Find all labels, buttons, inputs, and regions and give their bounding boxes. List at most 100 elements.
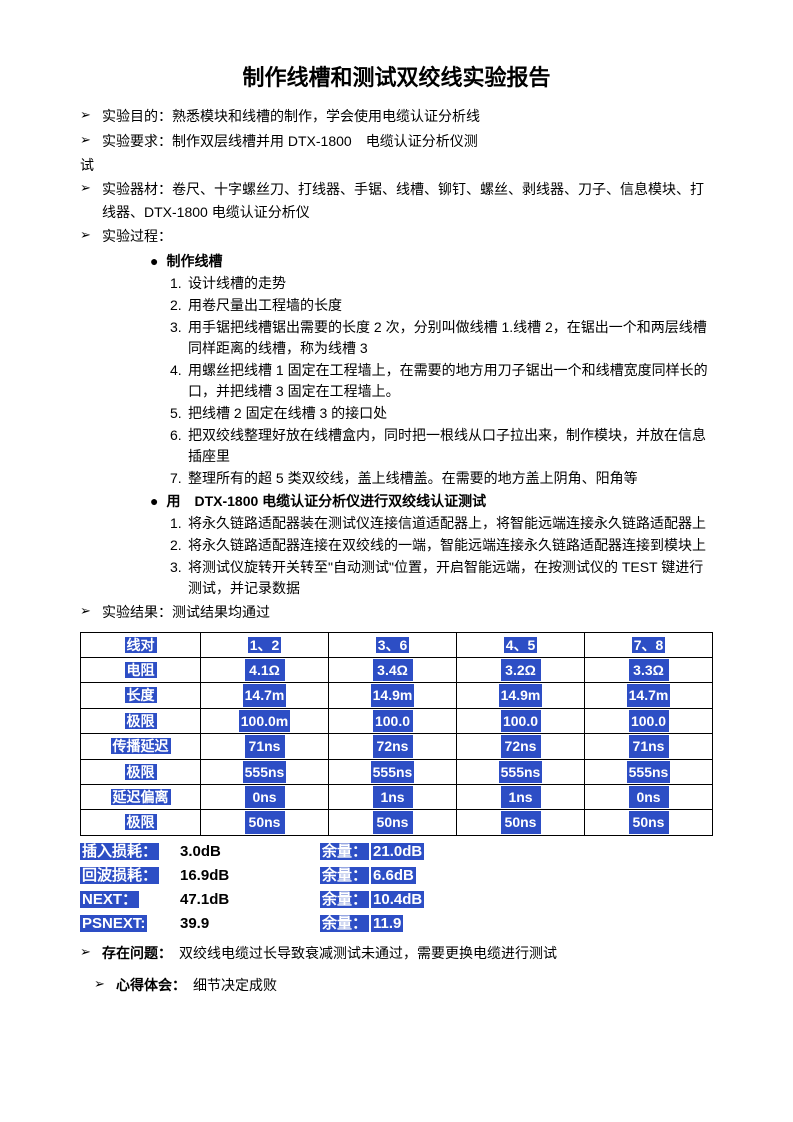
- chevron-icon: ➢: [80, 942, 94, 963]
- col-header-2: 4、5: [504, 637, 538, 653]
- loss-label: 回波损耗：: [80, 867, 159, 884]
- page-title: 制作线槽和测试双绞线实验报告: [80, 60, 713, 95]
- cell: 50ns: [501, 811, 541, 833]
- loss-margin-value: 10.4dB: [371, 891, 424, 908]
- section1-title: ● 制作线槽: [150, 250, 713, 272]
- table-row: 长度 14.7m 14.9m 14.9m 14.7m: [81, 683, 713, 708]
- section2-title: ● 用 DTX-1800 电缆认证分析仪进行双绞线认证测试: [150, 490, 713, 512]
- cell: 14.9m: [499, 684, 543, 706]
- results-label: 实验结果：: [102, 604, 172, 620]
- table-row: 极限 50ns 50ns 50ns 50ns: [81, 810, 713, 835]
- chevron-icon: ➢: [94, 974, 108, 995]
- row-label-3: 极限: [125, 713, 157, 729]
- loss-line-next: NEXT： 47.1dB 余量： 10.4dB: [80, 888, 713, 912]
- equipment-label: 实验器材：: [102, 181, 172, 197]
- table-row: 极限 555ns 555ns 555ns 555ns: [81, 759, 713, 784]
- loss-margin-value: 6.6dB: [371, 867, 416, 884]
- cell: 4.1Ω: [245, 659, 285, 681]
- step1-1: 设计线槽的走势: [188, 273, 713, 294]
- table-row: 延迟偏离 0ns 1ns 1ns 0ns: [81, 785, 713, 810]
- loss-margin-label: 余量：: [320, 891, 369, 908]
- loss-line-insertion: 插入损耗： 3.0dB 余量： 21.0dB: [80, 840, 713, 864]
- losses-block: 插入损耗： 3.0dB 余量： 21.0dB 回波损耗： 16.9dB 余量： …: [80, 840, 713, 936]
- results-table: 线对 1、2 3、6 4、5 7、8 电阻 4.1Ω 3.4Ω 3.2Ω 3.3…: [80, 632, 713, 836]
- step1-3: 用手锯把线槽锯出需要的长度 2 次，分别叫做线槽 1.线槽 2，在锯出一个和两层…: [188, 317, 713, 359]
- row-label-1: 电阻: [125, 662, 157, 678]
- row-label-4: 传播延迟: [111, 738, 171, 754]
- step2-3: 将测试仪旋转开关转至"自动测试"位置，开启智能远端，在按测试仪的 TEST 键进…: [188, 557, 713, 599]
- cell: 14.7m: [243, 684, 287, 706]
- purpose-line: ➢ 实验目的：熟悉模块和线槽的制作，学会使用电缆认证分析线: [80, 105, 713, 127]
- loss-label: NEXT：: [80, 891, 139, 908]
- cell: 555ns: [243, 761, 287, 783]
- cell: 555ns: [371, 761, 415, 783]
- row-label-0: 线对: [125, 637, 157, 653]
- dot-bullet-icon: ●: [150, 250, 158, 272]
- loss-margin-label: 余量：: [320, 843, 369, 860]
- cell: 1ns: [501, 786, 541, 808]
- loss-label: 插入损耗：: [80, 843, 159, 860]
- cell: 72ns: [373, 735, 413, 757]
- steps1-list: 1.设计线槽的走势 2.用卷尺量出工程墙的长度 3.用手锯把线槽锯出需要的长度 …: [170, 273, 713, 489]
- cell: 100.0: [629, 710, 669, 732]
- chevron-icon: ➢: [80, 601, 94, 622]
- table-row: 电阻 4.1Ω 3.4Ω 3.2Ω 3.3Ω: [81, 658, 713, 683]
- row-label-5: 极限: [125, 764, 157, 780]
- step2-2: 将永久链路适配器连接在双绞线的一端，智能远端连接永久链路适配器连接到模块上: [188, 535, 713, 556]
- process-label: 实验过程：: [102, 225, 713, 247]
- cell: 555ns: [627, 761, 671, 783]
- row-label-7: 极限: [125, 814, 157, 830]
- loss-value: 16.9dB: [180, 864, 320, 888]
- loss-margin-value: 11.9: [371, 915, 403, 932]
- cell: 14.7m: [627, 684, 671, 706]
- cell: 71ns: [629, 735, 669, 757]
- row-label-2: 长度: [125, 687, 157, 703]
- loss-value: 39.9: [180, 912, 320, 936]
- chevron-icon: ➢: [80, 178, 94, 199]
- problem-line: ➢ 存在问题： 双绞线电缆过长导致衰减测试未通过，需要更换电缆进行测试: [80, 942, 713, 964]
- cell: 71ns: [245, 735, 285, 757]
- loss-label: PSNEXT:: [80, 915, 147, 932]
- col-header-1: 3、6: [376, 637, 410, 653]
- process-line: ➢ 实验过程：: [80, 225, 713, 247]
- cell: 3.3Ω: [629, 659, 669, 681]
- problem-text: 双绞线电缆过长导致衰减测试未通过，需要更换电缆进行测试: [179, 945, 557, 961]
- cell: 0ns: [245, 786, 285, 808]
- cell: 50ns: [629, 811, 669, 833]
- table-header-row: 线对 1、2 3、6 4、5 7、8: [81, 632, 713, 657]
- chevron-icon: ➢: [80, 105, 94, 126]
- chevron-icon: ➢: [80, 130, 94, 151]
- loss-margin-label: 余量：: [320, 867, 369, 884]
- cell: 3.2Ω: [501, 659, 541, 681]
- loss-line-psnext: PSNEXT: 39.9 余量： 11.9: [80, 912, 713, 936]
- equipment-line: ➢ 实验器材：卷尺、十字螺丝刀、打线器、手锯、线槽、铆钉、螺丝、剥线器、刀子、信…: [80, 178, 713, 223]
- steps2-list: 1.将永久链路适配器装在测试仪连接信道适配器上，将智能远端连接永久链路适配器上 …: [150, 513, 713, 599]
- cell: 100.0m: [239, 710, 290, 732]
- cell: 100.0: [373, 710, 413, 732]
- section1-label: 制作线槽: [166, 250, 222, 272]
- loss-value: 3.0dB: [180, 840, 320, 864]
- cell: 3.4Ω: [373, 659, 413, 681]
- results-text: 测试结果均通过: [172, 604, 270, 620]
- step1-6: 把双绞线整理好放在线槽盒内，同时把一根线从口子拉出来，制作模块，并放在信息插座里: [188, 425, 713, 467]
- step1-2: 用卷尺量出工程墙的长度: [188, 295, 713, 316]
- step2-1: 将永久链路适配器装在测试仪连接信道适配器上，将智能远端连接永久链路适配器上: [188, 513, 713, 534]
- requirement-line: ➢ 实验要求：制作双层线槽并用 DTX-1800 电缆认证分析仪测: [80, 130, 713, 152]
- loss-margin-label: 余量：: [320, 915, 369, 932]
- step1-4: 用螺丝把线槽 1 固定在工程墙上，在需要的地方用刀子锯出一个和线槽宽度同样长的口…: [188, 360, 713, 402]
- col-header-3: 7、8: [632, 637, 666, 653]
- cell: 1ns: [373, 786, 413, 808]
- requirement-trail: 试: [80, 154, 713, 176]
- requirement-label: 实验要求：: [102, 133, 172, 149]
- cell: 14.9m: [371, 684, 415, 706]
- step1-7: 整理所有的超 5 类双绞线，盖上线槽盖。在需要的地方盖上阴角、阳角等: [188, 468, 713, 489]
- chevron-icon: ➢: [80, 225, 94, 246]
- dot-bullet-icon: ●: [150, 490, 158, 512]
- cell: 0ns: [629, 786, 669, 808]
- cell: 555ns: [499, 761, 543, 783]
- problem-label: 存在问题：: [102, 945, 165, 961]
- equipment-text: 卷尺、十字螺丝刀、打线器、手锯、线槽、铆钉、螺丝、剥线器、刀子、信息模块、打线器…: [102, 181, 704, 219]
- table-row: 极限 100.0m 100.0 100.0 100.0: [81, 708, 713, 733]
- step1-5: 把线槽 2 固定在线槽 3 的接口处: [188, 403, 713, 424]
- table-row: 传播延迟 71ns 72ns 72ns 71ns: [81, 734, 713, 759]
